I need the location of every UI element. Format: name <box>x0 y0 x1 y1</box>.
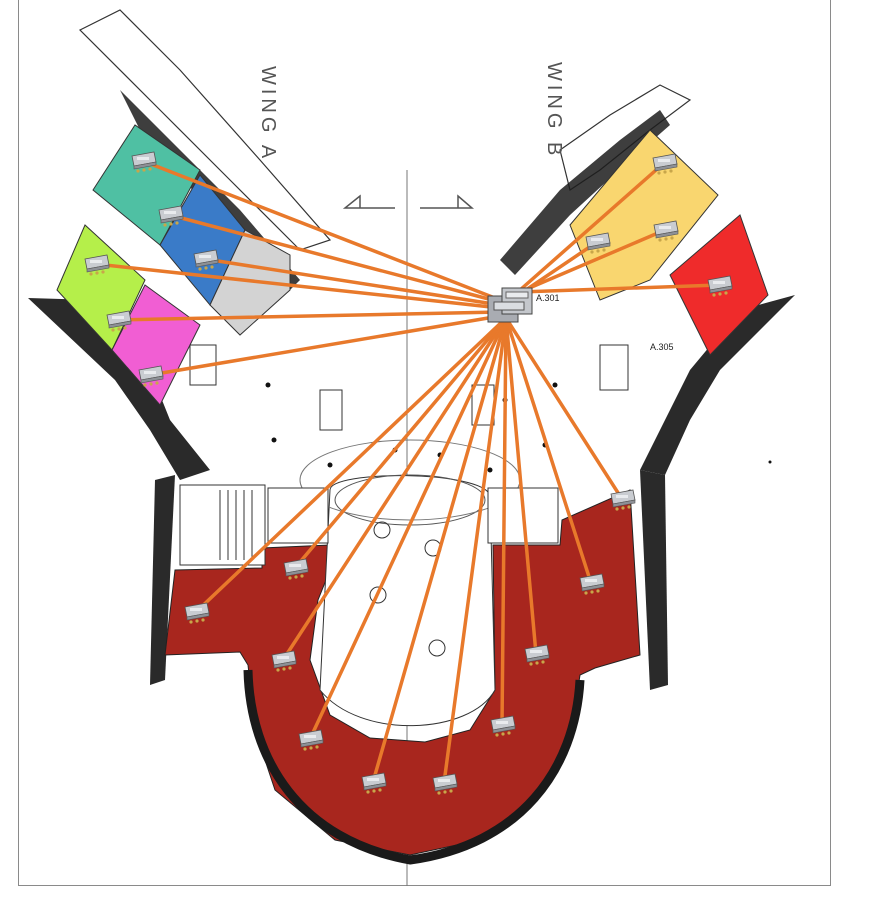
wall-lower-right <box>640 470 668 690</box>
service-block-left <box>179 484 266 566</box>
hall-column-1 <box>373 521 391 539</box>
link-line <box>194 316 508 614</box>
room-301-label: A.301 <box>536 293 560 303</box>
link-line <box>148 314 502 377</box>
wall-left-lower <box>28 298 210 480</box>
access-point-south-4-icon <box>490 715 516 737</box>
wall-right-curve <box>500 110 670 275</box>
link-line <box>504 316 624 501</box>
access-point-red-icon <box>707 275 733 297</box>
access-point-pink-lower-icon <box>138 365 164 387</box>
hall-column-4 <box>428 639 446 657</box>
hall-column-3 <box>369 586 387 604</box>
access-point-south-1-icon <box>610 489 636 511</box>
wall-left-upper <box>78 9 332 251</box>
stair-right <box>599 344 629 391</box>
section-marker-right <box>420 194 475 209</box>
access-point-south-7-icon <box>298 729 324 751</box>
access-point-teal-icon <box>131 151 157 173</box>
link-line <box>141 159 502 302</box>
link-line <box>116 310 502 322</box>
access-point-yellow-mid-icon <box>653 220 679 242</box>
access-point-south-6-icon <box>361 772 387 794</box>
link-line <box>203 257 502 307</box>
wall-lower-left <box>150 475 175 685</box>
link-line <box>442 316 508 785</box>
link-line <box>281 316 508 662</box>
link-line <box>518 240 599 296</box>
access-point-yellow-top-icon <box>652 153 678 175</box>
room-maroon <box>164 489 641 856</box>
room-305-label: A.305 <box>650 342 674 352</box>
access-point-south-10-icon <box>283 558 309 580</box>
access-point-lime-icon <box>84 254 110 276</box>
access-point-south-5-icon <box>432 773 458 795</box>
wall-south-curve <box>243 669 585 865</box>
section-marker-left <box>342 194 395 209</box>
wall-right-lower <box>640 295 795 475</box>
access-point-grey-icon <box>193 249 219 271</box>
access-point-south-9-icon <box>184 602 210 624</box>
access-point-south-8-icon <box>271 650 297 672</box>
stair-lines <box>219 490 253 560</box>
room-pink <box>111 284 201 406</box>
core-left <box>319 389 343 431</box>
wing-b-label: WING B <box>543 62 565 159</box>
link-line <box>293 316 508 570</box>
room-yellow <box>569 129 719 301</box>
link-line <box>500 316 508 727</box>
link-line <box>518 228 667 294</box>
link-line <box>308 316 508 741</box>
network-switch-hub <box>487 287 533 323</box>
link-line <box>371 316 508 784</box>
link-line <box>504 316 538 656</box>
link-line <box>518 283 721 294</box>
link-line <box>94 262 502 310</box>
link-lines <box>94 159 721 785</box>
access-point-blue-icon <box>158 205 184 227</box>
link-line <box>518 161 666 292</box>
access-point-south-3-icon <box>524 644 550 666</box>
link-line <box>504 316 593 585</box>
device-icons <box>84 151 733 795</box>
wing-a-label: WING A <box>257 66 279 162</box>
access-point-yellow-left-icon <box>585 232 611 254</box>
link-line <box>168 213 502 304</box>
access-point-pink-upper-icon <box>106 310 132 332</box>
access-point-south-2-icon <box>579 573 605 595</box>
